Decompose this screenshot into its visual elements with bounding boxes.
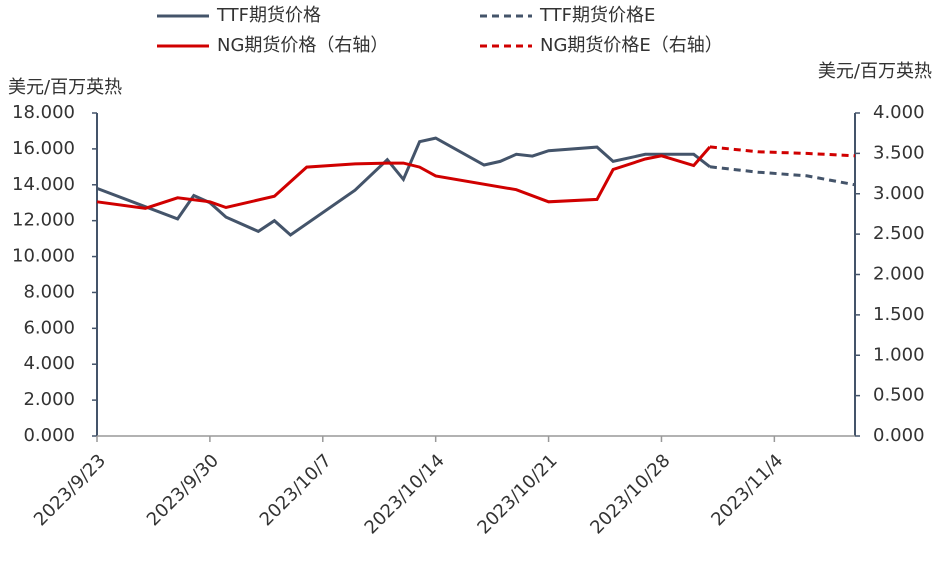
x-tick-label: 2023/10/21 <box>473 450 561 538</box>
y-tick-label: 18.000 <box>12 102 75 123</box>
series-line <box>96 136 711 237</box>
y-tick-label: 10.000 <box>12 246 75 267</box>
x-tick-label: 2023/9/30 <box>143 450 223 530</box>
y-tick-label: 8.000 <box>23 281 75 302</box>
x-tick-label: 2023/10/7 <box>256 450 336 530</box>
y-tick-label: 0.000 <box>23 425 75 446</box>
y2-tick-label: 2.500 <box>873 223 925 244</box>
legend-label: TTF期货价格E <box>539 5 655 26</box>
x-tick-label: 2023/10/28 <box>586 450 674 538</box>
y2-axis-title: 美元/百万英热 <box>818 61 932 82</box>
x-tick-label: 2023/10/14 <box>361 450 449 538</box>
y2-tick-label: 4.000 <box>873 102 925 123</box>
y2-tick-label: 0.500 <box>873 385 925 406</box>
y2-tick-label: 3.500 <box>873 142 925 163</box>
y-tick-label: 6.000 <box>23 317 75 338</box>
legend-label: TTF期货价格 <box>216 5 321 26</box>
x-tick-label: 2023/11/4 <box>707 450 787 530</box>
y-tick-label: 2.000 <box>23 389 75 410</box>
y2-tick-label: 0.000 <box>873 425 925 446</box>
y2-tick-label: 1.500 <box>873 304 925 325</box>
y-tick-label: 16.000 <box>12 138 75 159</box>
y-tick-label: 4.000 <box>23 353 75 374</box>
y2-tick-label: 2.000 <box>873 264 925 285</box>
y-axis-title: 美元/百万英热 <box>8 77 122 98</box>
y-tick-label: 12.000 <box>12 210 75 231</box>
series-line <box>709 145 856 158</box>
series-line <box>709 165 856 187</box>
series-line <box>96 145 712 210</box>
legend-label: NG期货价格（右轴） <box>217 35 388 56</box>
y-tick-label: 14.000 <box>12 174 75 195</box>
y2-tick-label: 3.000 <box>873 183 925 204</box>
legend-label: NG期货价格E（右轴） <box>540 35 723 56</box>
y2-tick-label: 1.000 <box>873 344 925 365</box>
x-tick-label: 2023/9/23 <box>30 450 110 530</box>
